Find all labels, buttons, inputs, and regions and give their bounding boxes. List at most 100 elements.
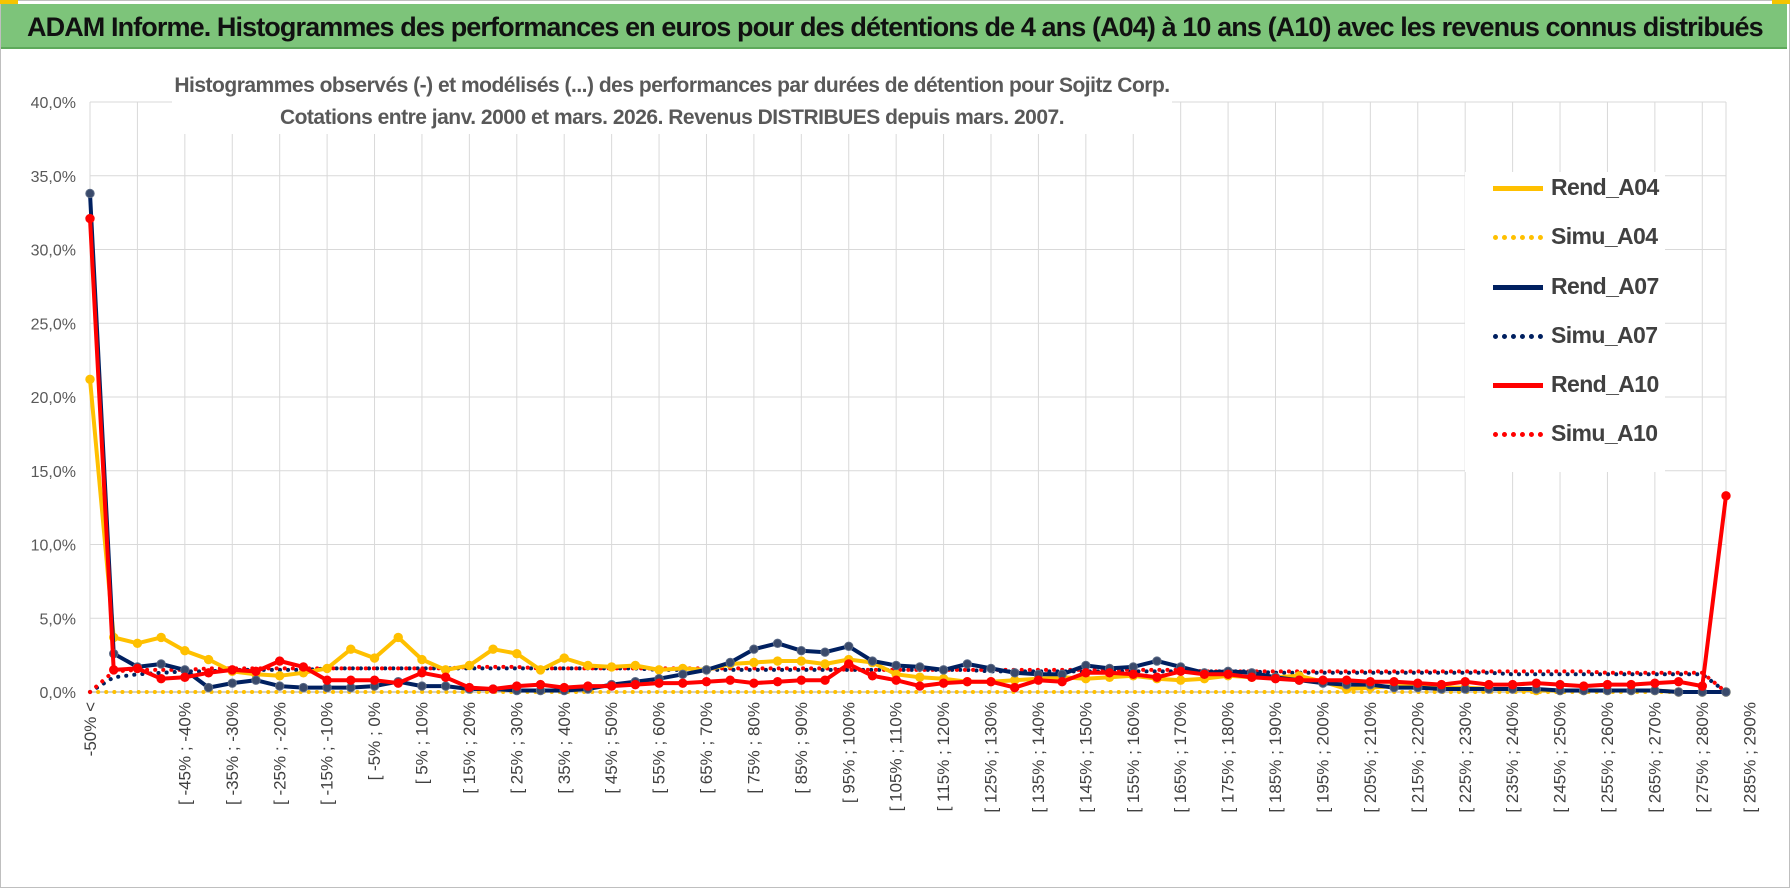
data-point [1413,678,1423,688]
series-simu-a07 [88,666,1728,694]
data-point [891,675,901,685]
data-point [440,672,451,682]
data-point [749,678,759,688]
data-point [915,662,925,672]
series-line [88,191,1728,694]
data-point [156,674,166,684]
data-point [1507,679,1518,690]
x-tick-label: [ -15% ; -10% [318,702,337,805]
data-point [1033,675,1044,685]
grid-lines [89,101,1727,693]
y-tick-label: 35,0% [31,169,76,186]
data-point [1009,668,1020,678]
data-point [654,665,664,675]
data-point [85,188,95,199]
data-point [109,665,119,675]
legend-label: Rend_A04 [1551,174,1659,200]
data-point [156,659,166,669]
data-point [1626,679,1636,690]
data-point [1152,672,1162,682]
data-point [725,675,735,685]
data-point [1128,669,1138,679]
corner-accent-left [0,0,18,4]
data-point [298,682,309,693]
y-tick-label: 40,0% [31,95,76,112]
data-point [369,653,380,663]
series-rend-a10 [85,213,1731,694]
data-point [630,679,641,690]
data-point [891,660,901,671]
y-tick-label: 15,0% [31,464,76,481]
data-point [180,646,190,656]
y-axis-ticks: 0,0% 5,0% 10,0% 15,0% 20,0% 25,0% 30,0% 35,0% 40… [31,95,76,702]
data-point [559,682,569,693]
data-point [867,671,878,681]
series-line [88,666,1728,694]
data-point [535,679,546,690]
data-point [725,657,735,668]
x-tick-label: [ 165% ; 170% [1171,702,1190,813]
legend-swatch [1493,432,1543,437]
data-point [512,648,522,659]
x-tick-label: [ 225% ; 230% [1456,702,1475,813]
data-point [1175,666,1186,677]
series-rend-a07 [85,188,1731,697]
data-point [844,659,854,669]
data-point [1389,676,1399,687]
data-point [1555,679,1565,690]
data-point [464,660,475,671]
data-point [488,644,498,654]
data-point [938,665,949,675]
legend-swatch [1493,186,1543,191]
series-simu-a10 [88,664,1728,694]
data-point [938,678,949,688]
data-point [678,669,688,679]
y-tick-label: 5,0% [40,611,76,628]
data-point [227,678,237,688]
data-point [1460,676,1470,687]
data-point [464,682,475,693]
data-point [346,675,356,685]
data-point [796,646,807,656]
data-point [132,663,143,674]
data-point [772,676,783,687]
data-point [654,678,664,688]
data-point [701,676,712,687]
data-point [820,659,830,669]
data-point [1531,678,1542,688]
data-point [1247,672,1257,682]
data-point [488,684,498,694]
legend: Rend_A04 Simu_A04 Rend_A07 Simu_A07 Rend… [1465,172,1665,472]
x-tick-label: [ 45% ; 50% [602,702,621,794]
x-tick-label: [ 95% ; 100% [839,702,858,803]
chart-title: Histogrammes observés (-) et modélisés (… [172,70,1172,134]
data-point [156,632,166,643]
data-point [1104,668,1115,678]
data-point [749,644,759,654]
x-tick-label: [ 65% ; 70% [697,702,716,794]
data-point [203,668,214,678]
x-tick-label: [ 285% ; 290% [1740,702,1759,813]
data-point [1009,682,1020,693]
data-point [749,657,759,668]
y-tick-label: 20,0% [31,390,76,407]
data-point [417,668,427,678]
legend-label: Rend_A10 [1551,371,1659,397]
x-tick-label: [ 145% ; 150% [1076,702,1095,813]
data-point [85,213,95,224]
data-point [251,666,261,677]
data-point [986,676,996,687]
legend-swatch [1493,285,1543,290]
title-banner: ADAM Informe. Histogrammes des performan… [1,4,1787,49]
x-tick-label: -50% < [81,702,100,756]
data-point [203,654,214,665]
data-point [298,662,309,672]
x-tick-label: [ 275% ; 280% [1693,702,1712,813]
data-point [369,675,380,685]
data-point [1270,674,1281,684]
data-point [796,656,807,666]
x-tick-label: [ 25% ; 30% [507,702,526,794]
data-point [1294,675,1304,685]
data-point [322,663,332,674]
data-point [820,647,830,657]
